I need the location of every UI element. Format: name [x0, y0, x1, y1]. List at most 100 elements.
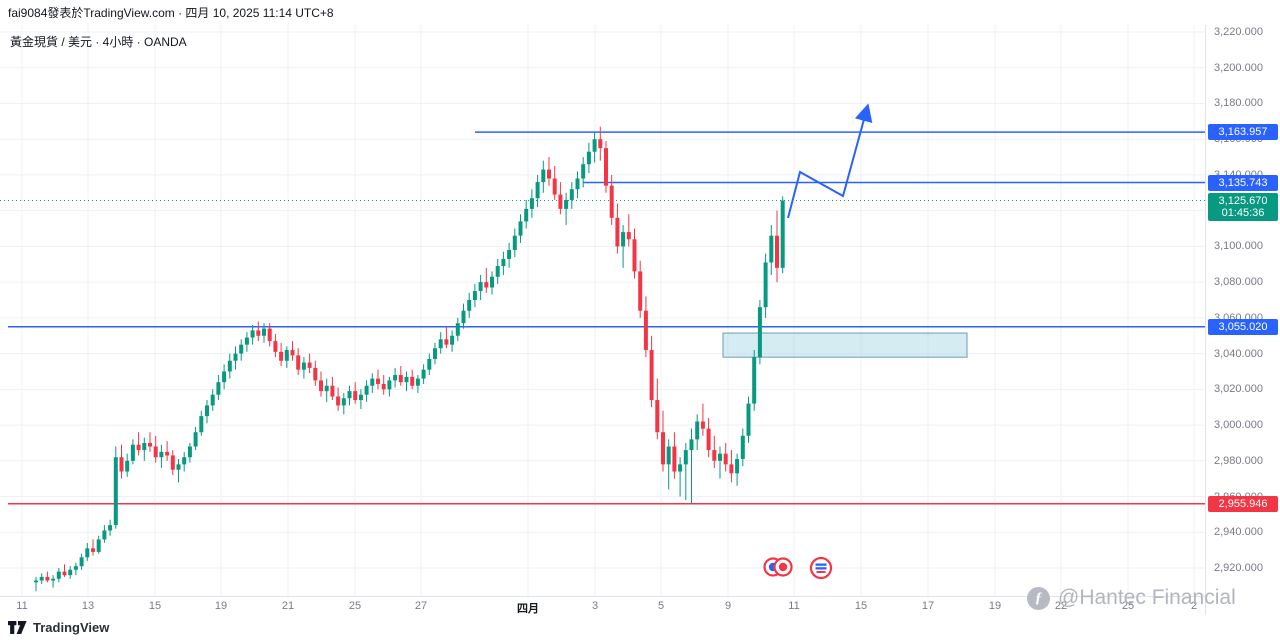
candle-body [376, 378, 380, 384]
time-tick-label: 13 [81, 600, 95, 612]
candle-body [108, 525, 113, 531]
support-zone-rect[interactable] [722, 332, 968, 358]
candle-body [301, 362, 306, 370]
candlestick-plot[interactable] [0, 25, 1205, 596]
candle-body [706, 428, 711, 451]
price-tick-label: 3,080.000 [1214, 276, 1263, 289]
tradingview-brand[interactable]: TradingView [33, 620, 110, 635]
price-axis[interactable]: 3,220.0003,200.0003,180.0003,160.0003,14… [1205, 25, 1280, 615]
current-price-badge[interactable]: 3,125.670 01:45:36 [1208, 192, 1278, 221]
candle-body [558, 194, 563, 209]
price-level-badge[interactable]: 3,135.743 [1208, 174, 1278, 191]
emoji-sticker-badge[interactable] [809, 556, 833, 585]
candle-body [165, 451, 170, 456]
price-tick-label: 3,100.000 [1214, 240, 1263, 253]
candle-body [205, 405, 209, 417]
candle-body [85, 548, 90, 558]
candle-body [723, 453, 728, 465]
watermark-text: @Hantec Financial [1058, 586, 1236, 609]
candle-body [729, 464, 734, 474]
candle-body [176, 464, 181, 470]
candle-body [307, 362, 312, 368]
candle-body [478, 282, 483, 292]
price-level-badge[interactable]: 2,955.946 [1208, 495, 1278, 512]
candle-body [284, 350, 289, 361]
candle-body [444, 339, 449, 345]
candle-body [56, 571, 61, 579]
price-tick-label: 3,020.000 [1214, 383, 1263, 396]
candle-body [467, 300, 472, 311]
candle-body [438, 339, 443, 349]
candle-body [450, 335, 455, 345]
candle-body [244, 337, 249, 345]
candle-body [159, 451, 164, 458]
candle-body [250, 330, 255, 338]
candle-body [256, 330, 261, 336]
candle-body [347, 391, 352, 399]
candle-body [387, 380, 392, 390]
candle-body [324, 385, 329, 392]
candle-body [421, 369, 426, 379]
candle-body [125, 460, 130, 472]
time-axis[interactable]: 11 13 15 19 21 25 27 四月 3 5 9 11 15 17 19 22 25 2 [0, 596, 1205, 616]
time-tick-label: 2 [1190, 600, 1198, 612]
candle-body [427, 358, 432, 370]
candle-body [507, 249, 512, 259]
candle-body [564, 199, 569, 209]
candle-body [381, 383, 386, 390]
time-tick-label: 11 [788, 600, 800, 612]
candle-body [712, 450, 717, 461]
chart-area[interactable]: 黃金現貨 / 美元 · 4小時 · OANDA [0, 25, 1205, 596]
candle-body [518, 221, 523, 236]
candle-body [51, 578, 56, 581]
tradingview-logo-icon[interactable] [8, 621, 27, 634]
candle-body [740, 435, 745, 460]
price-tick-label: 2,940.000 [1214, 526, 1263, 539]
time-tick-label: 四月 [517, 603, 539, 615]
price-level-badge[interactable]: 3,163.957 [1208, 124, 1278, 141]
candle-body [216, 382, 221, 395]
candle-body [615, 217, 620, 247]
price-level-badge[interactable]: 3,055.020 [1208, 318, 1278, 335]
time-tick-label: 25 [348, 600, 362, 612]
candle-body [689, 439, 694, 451]
candle-body [621, 232, 626, 247]
candle-body [592, 139, 597, 152]
symbol-title[interactable]: 黃金現貨 / 美元 · 4小時 · OANDA [10, 35, 187, 49]
footer-bar: TradingView [0, 615, 1280, 640]
candle-body [34, 580, 38, 583]
candle-body [279, 351, 284, 361]
candle-body [393, 375, 398, 381]
candle-body [404, 376, 409, 383]
time-tick-label: 25 [1121, 600, 1135, 612]
candle-body [410, 376, 415, 386]
candle-body [296, 355, 301, 370]
candle-body [239, 344, 244, 354]
symbol-legend[interactable]: 黃金現貨 / 美元 · 4小時 · OANDA [10, 33, 187, 50]
price-tick-label: 3,180.000 [1214, 97, 1263, 110]
candle-body [96, 539, 101, 552]
candle-body [495, 266, 500, 277]
candle-body [353, 391, 358, 401]
price-tick-label: 2,920.000 [1214, 562, 1263, 574]
candle-body [233, 353, 238, 361]
candle-body [501, 258, 506, 267]
candle-body [735, 459, 740, 474]
candle-body [632, 239, 637, 272]
candle-body [199, 416, 204, 433]
candle-body [718, 453, 722, 461]
candle-body [182, 457, 187, 465]
candle-body [319, 380, 323, 392]
candle-body [153, 446, 158, 458]
candle-body [148, 442, 152, 447]
candle-body [626, 232, 631, 240]
projection-arrow[interactable] [787, 103, 873, 219]
candle-body [638, 271, 643, 311]
time-tick-label: 19 [214, 600, 228, 612]
candle-body [472, 291, 477, 301]
candle-body [170, 455, 175, 470]
candle-body [455, 323, 460, 336]
time-tick-label: 21 [281, 600, 295, 612]
candle-body [581, 164, 586, 179]
emoji-sticker-circles[interactable] [763, 555, 793, 584]
